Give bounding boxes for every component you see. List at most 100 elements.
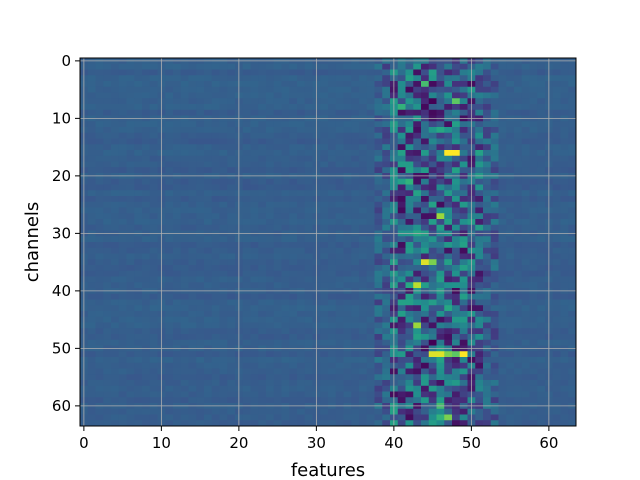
heatmap-cell: [149, 247, 158, 254]
heatmap-cell: [397, 167, 406, 174]
heatmap-cell: [95, 339, 104, 346]
heatmap-cell: [351, 196, 360, 203]
heatmap-cell: [173, 219, 182, 226]
heatmap-cell: [95, 75, 104, 82]
heatmap-cell: [498, 121, 507, 128]
heatmap-cell: [444, 374, 453, 381]
heatmap-cell: [483, 167, 492, 174]
heatmap-cell: [328, 132, 337, 139]
heatmap-cell: [204, 132, 213, 139]
heatmap-cell: [211, 362, 220, 369]
heatmap-cell: [258, 161, 267, 168]
heatmap-cell: [219, 276, 228, 283]
heatmap-cell: [134, 391, 143, 398]
heatmap-cell: [359, 334, 368, 341]
heatmap-cell: [142, 207, 151, 214]
heatmap-cell: [273, 357, 282, 364]
heatmap-cell: [335, 276, 344, 283]
heatmap-cell: [397, 334, 406, 341]
heatmap-cell: [281, 293, 290, 300]
heatmap-cell: [103, 121, 112, 128]
heatmap-cell: [514, 81, 523, 88]
heatmap-cell: [560, 127, 569, 134]
heatmap-cell: [289, 63, 298, 70]
heatmap-cell: [514, 69, 523, 76]
heatmap-cell: [227, 253, 236, 260]
heatmap-cell: [397, 299, 406, 306]
heatmap-cell: [413, 63, 422, 70]
heatmap-cell: [250, 207, 259, 214]
heatmap-cell: [490, 305, 499, 312]
heatmap-cell: [343, 81, 352, 88]
heatmap-cell: [552, 391, 561, 398]
heatmap-cell: [444, 276, 453, 283]
heatmap-cell: [421, 322, 430, 329]
heatmap-cell: [165, 178, 174, 185]
heatmap-cell: [483, 127, 492, 134]
heatmap-cell: [304, 276, 313, 283]
heatmap-cell: [490, 334, 499, 341]
heatmap-cell: [111, 196, 120, 203]
heatmap-cell: [273, 334, 282, 341]
heatmap-cell: [126, 357, 135, 364]
heatmap-cell: [289, 167, 298, 174]
heatmap-cell: [219, 408, 228, 415]
heatmap-cell: [111, 236, 120, 243]
heatmap-cell: [87, 184, 96, 191]
heatmap-cell: [103, 311, 112, 318]
heatmap-cell: [452, 276, 461, 283]
heatmap-cell: [428, 339, 437, 346]
heatmap-cell: [475, 190, 484, 197]
heatmap-cell: [196, 362, 205, 369]
heatmap-cell: [204, 311, 213, 318]
heatmap-cell: [250, 98, 259, 105]
heatmap-cell: [436, 86, 445, 93]
heatmap-cell: [126, 316, 135, 323]
heatmap-cell: [359, 196, 368, 203]
heatmap-cell: [560, 242, 569, 249]
heatmap-cell: [490, 86, 499, 93]
heatmap-cell: [149, 127, 158, 134]
heatmap-cell: [118, 247, 127, 254]
heatmap-cell: [188, 98, 197, 105]
heatmap-cell: [173, 397, 182, 404]
heatmap-cell: [552, 213, 561, 220]
heatmap-cell: [475, 132, 484, 139]
heatmap-cell: [444, 63, 453, 70]
heatmap-cell: [506, 357, 515, 364]
heatmap-cell: [273, 86, 282, 93]
heatmap-cell: [537, 380, 546, 387]
heatmap-cell: [180, 207, 189, 214]
heatmap-cell: [304, 293, 313, 300]
heatmap-cell: [413, 414, 422, 421]
heatmap-cell: [529, 311, 538, 318]
heatmap-cell: [405, 328, 414, 335]
heatmap-cell: [328, 305, 337, 312]
heatmap-cell: [266, 150, 275, 157]
heatmap-cell: [173, 155, 182, 162]
heatmap-cell: [436, 322, 445, 329]
heatmap-cell: [552, 132, 561, 139]
heatmap-cell: [134, 351, 143, 358]
heatmap-cell: [374, 144, 383, 151]
heatmap-cell: [266, 242, 275, 249]
heatmap-cell: [343, 397, 352, 404]
heatmap-cell: [165, 219, 174, 226]
heatmap-cell: [227, 299, 236, 306]
heatmap-cell: [343, 190, 352, 197]
heatmap-cell: [297, 155, 306, 162]
heatmap-cell: [273, 299, 282, 306]
heatmap-cell: [111, 316, 120, 323]
heatmap-cell: [87, 322, 96, 329]
heatmap-cell: [521, 305, 530, 312]
heatmap-cell: [273, 305, 282, 312]
heatmap-cell: [227, 138, 236, 145]
heatmap-cell: [242, 242, 251, 249]
heatmap-cell: [165, 282, 174, 289]
heatmap-cell: [320, 150, 329, 157]
heatmap-cell: [444, 293, 453, 300]
heatmap-cell: [188, 138, 197, 145]
heatmap-cell: [405, 109, 414, 116]
heatmap-cell: [428, 98, 437, 105]
heatmap-cell: [428, 92, 437, 99]
